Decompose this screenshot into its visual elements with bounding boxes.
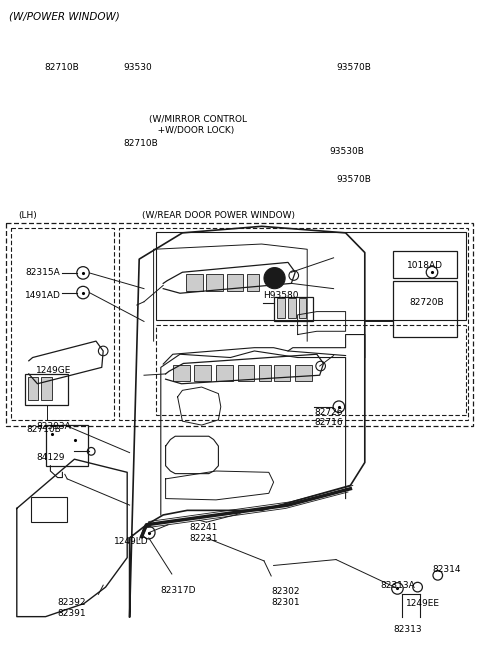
Bar <box>41 377 52 400</box>
Bar <box>393 251 457 278</box>
Text: 82314: 82314 <box>432 565 460 575</box>
Text: 82392
82391: 82392 82391 <box>58 598 86 618</box>
Text: 82302
82301: 82302 82301 <box>271 587 300 607</box>
Bar <box>119 228 468 420</box>
Text: (W/MIRROR CONTROL
   +W/DOOR LOCK): (W/MIRROR CONTROL +W/DOOR LOCK) <box>149 115 247 135</box>
Text: 1491AD: 1491AD <box>25 291 61 300</box>
Bar <box>277 298 285 318</box>
Bar <box>194 365 211 381</box>
Text: 93530: 93530 <box>124 63 153 72</box>
Text: 93570B: 93570B <box>336 175 371 184</box>
Bar <box>274 297 313 321</box>
Text: 82317D: 82317D <box>161 586 196 595</box>
Bar <box>247 274 259 291</box>
Bar <box>156 232 466 320</box>
Text: 82710B: 82710B <box>26 425 61 434</box>
Text: 82710B: 82710B <box>45 63 79 72</box>
Text: 82393A: 82393A <box>36 422 71 431</box>
Bar <box>46 425 88 466</box>
Bar <box>274 365 290 381</box>
Text: 1249GE: 1249GE <box>36 366 72 375</box>
Bar <box>216 365 233 381</box>
Bar <box>173 365 190 381</box>
Bar <box>6 223 473 426</box>
Bar <box>238 365 254 381</box>
Text: 82710B: 82710B <box>124 139 158 148</box>
Text: 1018AD: 1018AD <box>407 261 443 270</box>
Bar <box>259 365 271 381</box>
Bar <box>31 497 67 522</box>
Bar <box>156 325 466 415</box>
Text: (W/REAR DOOR POWER WINDOW): (W/REAR DOOR POWER WINDOW) <box>142 211 295 220</box>
Text: 93530B: 93530B <box>329 147 364 156</box>
Bar <box>288 298 296 318</box>
Bar <box>227 274 243 291</box>
Bar <box>28 377 38 400</box>
Text: 84129: 84129 <box>36 453 64 462</box>
Bar <box>299 298 306 318</box>
Text: 82315A: 82315A <box>25 268 60 277</box>
Text: 82313A: 82313A <box>381 581 415 590</box>
Text: H93580: H93580 <box>263 291 299 300</box>
Text: 1249EE: 1249EE <box>406 599 440 608</box>
Text: 82313: 82313 <box>394 625 422 634</box>
Text: 82720B: 82720B <box>409 298 444 308</box>
Text: 82241
82231: 82241 82231 <box>190 523 218 543</box>
Bar <box>186 274 203 291</box>
Text: 1249LD: 1249LD <box>114 537 148 546</box>
Bar <box>25 374 68 405</box>
Text: (LH): (LH) <box>18 211 37 220</box>
Bar <box>11 228 114 420</box>
Text: (W/POWER WINDOW): (W/POWER WINDOW) <box>9 12 120 22</box>
Text: 93570B: 93570B <box>336 63 371 72</box>
Circle shape <box>264 268 285 289</box>
Bar <box>393 281 457 337</box>
Bar <box>295 365 312 381</box>
Text: 82726
82716: 82726 82716 <box>314 408 343 428</box>
Bar <box>206 274 223 291</box>
